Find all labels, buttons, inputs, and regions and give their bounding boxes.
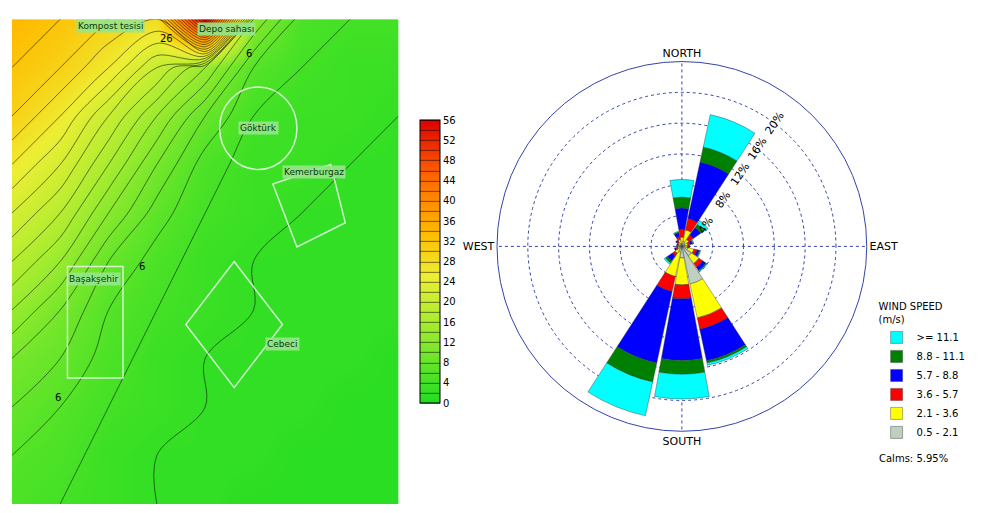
svg-text:26: 26	[160, 33, 173, 44]
svg-text:52: 52	[443, 135, 456, 146]
svg-text:12: 12	[443, 337, 456, 348]
svg-text:4: 4	[443, 377, 449, 388]
svg-text:8: 8	[443, 357, 449, 368]
svg-text:SOUTH: SOUTH	[663, 435, 702, 448]
svg-text:EAST: EAST	[869, 240, 897, 253]
svg-text:Başakşehir: Başakşehir	[69, 274, 119, 284]
svg-text:16: 16	[443, 317, 456, 328]
svg-text:48: 48	[443, 155, 456, 166]
svg-text:WIND SPEED(m/s): WIND SPEED(m/s)	[879, 301, 943, 325]
svg-text:20%: 20%	[762, 109, 786, 137]
svg-text:8.8 - 11.1: 8.8 - 11.1	[917, 351, 965, 362]
svg-text:16%: 16%	[745, 135, 769, 163]
svg-text:Calms: 5.95%: Calms: 5.95%	[879, 453, 948, 464]
svg-text:NORTH: NORTH	[663, 47, 702, 60]
svg-text:40: 40	[443, 195, 456, 206]
svg-text:Kompost tesisi: Kompost tesisi	[78, 21, 143, 31]
svg-text:5.7 - 8.8: 5.7 - 8.8	[917, 370, 959, 381]
svg-text:6: 6	[55, 392, 61, 403]
svg-text:8%: 8%	[713, 189, 734, 211]
svg-text:4%: 4%	[695, 214, 716, 236]
svg-text:6: 6	[246, 48, 252, 59]
svg-text:>= 11.1: >= 11.1	[917, 332, 959, 343]
svg-text:0: 0	[443, 398, 449, 409]
svg-text:24: 24	[443, 276, 456, 287]
svg-text:WEST: WEST	[463, 240, 495, 253]
svg-text:32: 32	[443, 236, 456, 247]
svg-text:20: 20	[443, 296, 456, 307]
svg-text:36: 36	[443, 216, 456, 227]
svg-text:44: 44	[443, 175, 456, 186]
svg-text:3.6 - 5.7: 3.6 - 5.7	[917, 389, 959, 400]
svg-text:0.5 - 2.1: 0.5 - 2.1	[917, 427, 959, 438]
svg-text:28: 28	[443, 256, 456, 267]
svg-text:Cebeci: Cebeci	[267, 339, 298, 349]
svg-text:56: 56	[443, 115, 456, 126]
svg-text:6: 6	[139, 261, 145, 272]
svg-text:Kemerburgaz: Kemerburgaz	[284, 167, 344, 177]
svg-text:Depo sahası: Depo sahası	[199, 24, 254, 34]
svg-text:2.1 - 3.6: 2.1 - 3.6	[917, 408, 959, 419]
svg-text:12%: 12%	[728, 160, 752, 188]
svg-text:Göktürk: Göktürk	[240, 123, 277, 133]
